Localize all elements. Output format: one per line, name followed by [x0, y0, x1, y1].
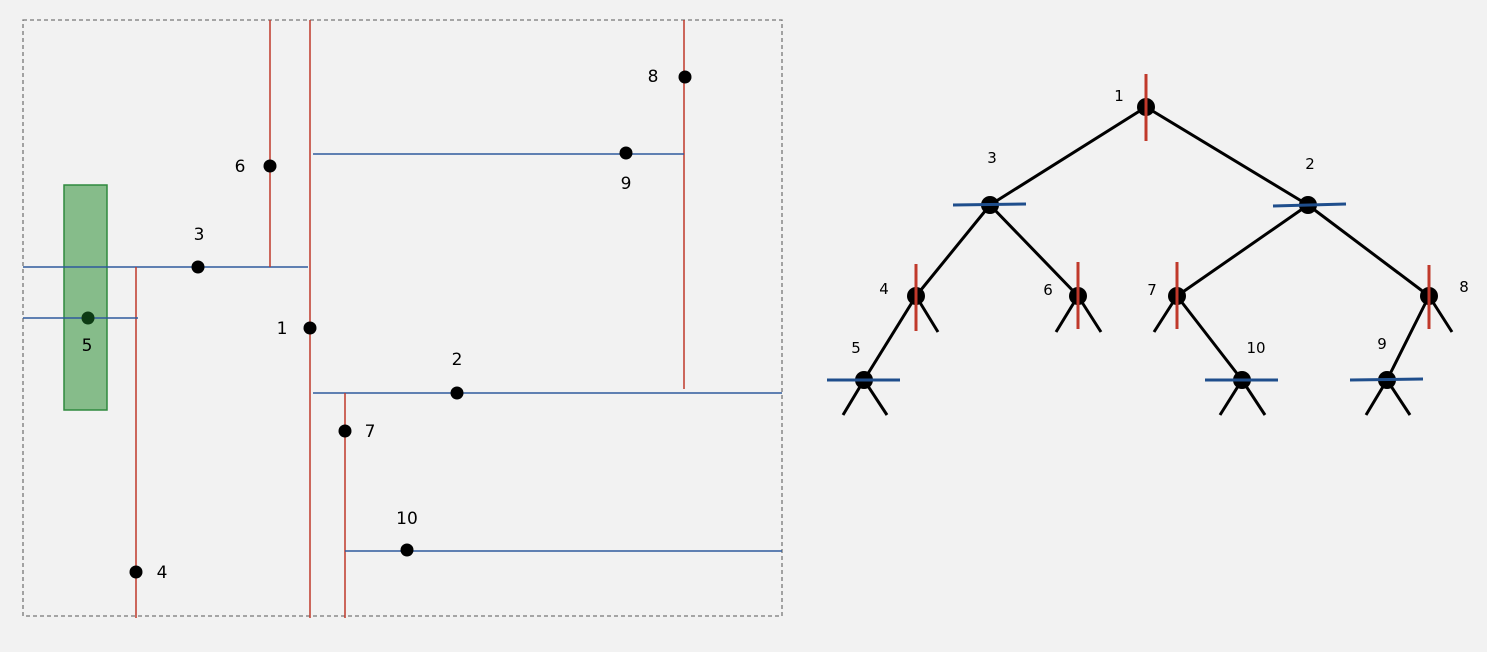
plane-point-7: [338, 424, 352, 438]
plane-label-4: 4: [157, 563, 168, 583]
plane-point-10: [400, 543, 414, 557]
plane-label-6: 6: [235, 157, 246, 177]
tree-edge-3-6: [988, 203, 1080, 298]
tree-node-5: [827, 371, 900, 389]
plane-label-5: 5: [82, 336, 93, 356]
tree-label-5: 5: [851, 339, 861, 357]
tree-node-8: [1420, 265, 1438, 329]
tree-node-10: [1205, 371, 1278, 389]
tree-node-1: [1137, 74, 1155, 141]
plane-point-1: [303, 321, 317, 335]
tree-node-2: [1272, 196, 1347, 214]
plane-label-3: 3: [194, 225, 205, 245]
plane-label-2: 2: [452, 350, 463, 370]
tree-edge-2-8: [1307, 203, 1430, 298]
tree-node-9: [1349, 371, 1424, 389]
null-links: [841, 295, 1454, 416]
plane-point-3: [191, 260, 205, 274]
tree-node-4: [907, 264, 925, 331]
tree-edge-7-10: [1175, 295, 1244, 381]
tree-label-3: 3: [987, 149, 997, 167]
plane-label-9: 9: [621, 174, 632, 194]
tree-label-2: 2: [1305, 155, 1315, 173]
tree-label-7: 7: [1147, 281, 1157, 299]
plane-point-2: [450, 386, 464, 400]
tree-label-6: 6: [1043, 281, 1053, 299]
tree-label-9: 9: [1377, 335, 1387, 353]
plane-point-5: [81, 311, 95, 325]
plane-label-7: 7: [365, 422, 376, 442]
tree-node-7: [1168, 262, 1186, 329]
tree-edge-4-5: [862, 295, 918, 381]
tree-node-3: [952, 196, 1027, 214]
tree-label-8: 8: [1459, 278, 1469, 296]
tree-edge-2-7: [1176, 203, 1309, 298]
plane-point-6: [263, 159, 277, 173]
plane-label-8: 8: [648, 67, 659, 87]
plane-panel: 1 2 3 4 5 6 7 8 9 10: [22, 19, 783, 618]
plane-point-8: [678, 70, 692, 84]
tree-label-4: 4: [879, 280, 889, 298]
tree-label-10: 10: [1246, 339, 1265, 357]
plane-point-4: [129, 565, 143, 579]
query-rectangle: [63, 184, 108, 411]
tree-edge-3-4: [914, 204, 992, 297]
plane-label-1: 1: [277, 319, 288, 339]
tree-node-6: [1069, 262, 1087, 329]
plane-label-10: 10: [396, 509, 418, 529]
tree-label-1: 1: [1114, 87, 1124, 105]
tree-edge-1-3: [989, 105, 1147, 207]
tree-edge-1-2: [1145, 105, 1309, 207]
tree-edge-8-9: [1385, 295, 1431, 381]
tree-panel: 1 3 2 4 6 7 8 5 10 9: [827, 74, 1469, 416]
plane-point-9: [619, 146, 633, 160]
